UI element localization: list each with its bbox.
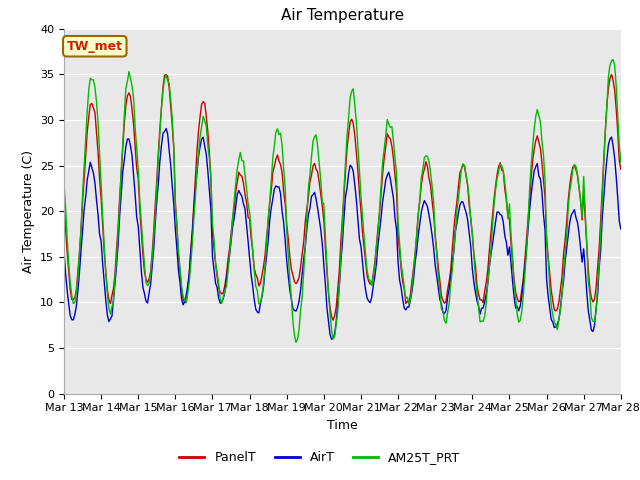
Legend: PanelT, AirT, AM25T_PRT: PanelT, AirT, AM25T_PRT bbox=[174, 446, 466, 469]
Y-axis label: Air Temperature (C): Air Temperature (C) bbox=[22, 150, 35, 273]
Line: AM25T_PRT: AM25T_PRT bbox=[64, 60, 621, 342]
Text: TW_met: TW_met bbox=[67, 40, 123, 53]
Title: Air Temperature: Air Temperature bbox=[281, 9, 404, 24]
Line: PanelT: PanelT bbox=[64, 74, 621, 320]
X-axis label: Time: Time bbox=[327, 419, 358, 432]
Line: AirT: AirT bbox=[64, 129, 621, 339]
